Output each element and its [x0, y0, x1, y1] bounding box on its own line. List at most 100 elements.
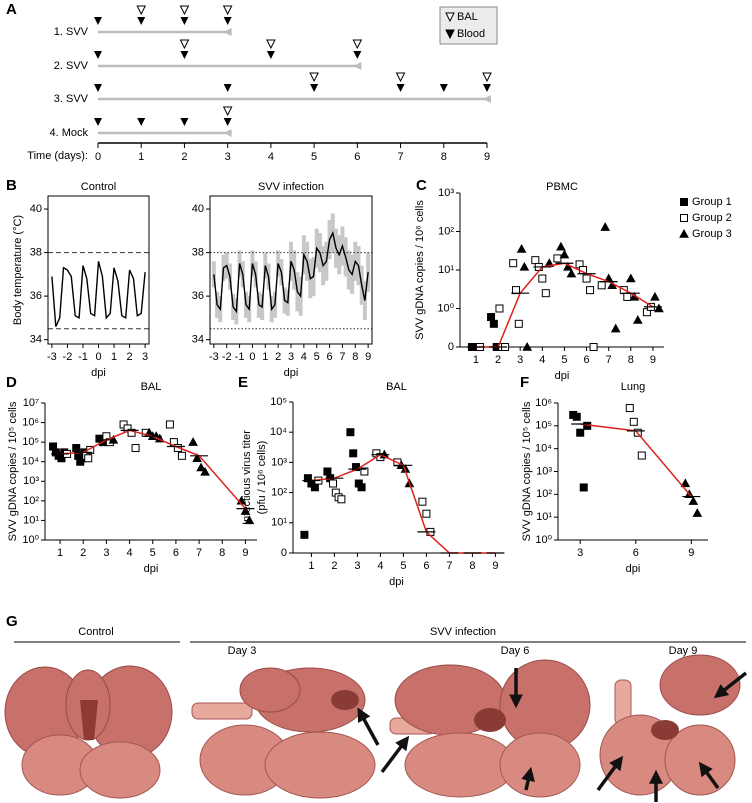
photo-label: Day 3 — [228, 645, 257, 657]
data-point — [300, 530, 309, 539]
data-point — [310, 483, 319, 492]
chart-title: BAL — [386, 381, 407, 393]
data-point — [360, 467, 369, 476]
y-tick-label: 10³ — [271, 456, 287, 468]
y-tick-label: 36 — [192, 290, 204, 302]
x-tick-label: -1 — [235, 351, 245, 363]
x-tick-label: 7 — [196, 547, 202, 559]
x-tick-label: 7 — [339, 351, 345, 363]
data-point — [586, 286, 595, 295]
data-point — [625, 273, 636, 283]
panel-label: B — [6, 177, 17, 194]
data-point — [572, 412, 581, 421]
blood-marker — [180, 17, 189, 25]
data-point — [692, 508, 703, 517]
blood-marker — [396, 84, 405, 92]
y-axis-label: SVV gDNA copies / 10⁶ cells — [414, 200, 426, 340]
temperature-line — [51, 261, 146, 327]
data-point — [514, 319, 523, 328]
bal-marker — [482, 72, 492, 83]
panel-label: F — [520, 374, 529, 391]
x-tick-label: -3 — [209, 351, 219, 363]
photo-heading: SVV infection — [430, 626, 496, 638]
row-label: 3. SVV — [54, 93, 89, 105]
data-point — [556, 241, 566, 251]
x-tick-label: 3 — [103, 547, 109, 559]
data-point — [637, 451, 646, 460]
x-tick-label: 0 — [95, 151, 101, 163]
data-point — [589, 343, 598, 351]
x-axis-label: dpi — [91, 367, 106, 379]
y-axis-label: (pfu / 10⁶ cells) — [256, 441, 268, 515]
x-tick-label: 1 — [473, 354, 479, 366]
data-point — [244, 515, 255, 525]
x-tick-label: 3 — [225, 151, 231, 163]
x-tick-label: 6 — [583, 354, 589, 366]
x-tick-label: 9 — [365, 351, 371, 363]
y-tick-label: 10⁰ — [437, 302, 454, 314]
data-point — [531, 256, 540, 265]
x-tick-label: 1 — [138, 151, 144, 163]
y-tick-label: 10⁴ — [270, 426, 287, 438]
x-tick-label: 3 — [354, 560, 360, 572]
y-axis-label: SVV gDNA copies / 10⁵ cells — [7, 401, 19, 541]
y-tick-label: 10³ — [438, 187, 454, 199]
bal-marker — [222, 5, 233, 16]
x-tick-label: 9 — [688, 547, 694, 559]
y-tick-label: 10³ — [536, 465, 552, 477]
data-point — [188, 437, 198, 446]
data-point — [357, 483, 366, 492]
data-point — [625, 404, 634, 413]
photo-label: Day 9 — [669, 645, 698, 657]
x-tick-label: 5 — [561, 354, 567, 366]
blood-marker — [353, 51, 362, 59]
panel-label: A — [6, 1, 17, 18]
blood-marker — [180, 51, 189, 59]
data-point — [349, 449, 358, 458]
y-tick-label: 10¹ — [271, 517, 287, 529]
legend-label: Group 2 — [692, 212, 732, 224]
y-tick-label: 10⁵ — [22, 436, 39, 448]
x-tick-label: 2 — [495, 354, 501, 366]
chart-title: Lung — [621, 381, 645, 393]
y-tick-label: 10⁷ — [23, 397, 39, 409]
y-tick-label: 36 — [30, 290, 42, 302]
blood-marker — [94, 84, 102, 92]
median-line — [60, 429, 246, 510]
x-tick-label: 9 — [242, 547, 248, 559]
row-label: 4. Mock — [49, 127, 88, 139]
end-marker — [483, 95, 491, 103]
end-marker — [223, 28, 232, 36]
x-tick-label: -2 — [222, 351, 232, 363]
x-tick-label: 0 — [95, 351, 101, 363]
y-tick-label: 40 — [192, 203, 204, 215]
x-tick-label: 8 — [469, 560, 475, 572]
end-marker — [353, 62, 362, 70]
chart-title: Control — [81, 181, 116, 193]
data-point — [579, 483, 588, 492]
bal-marker — [179, 39, 190, 50]
y-tick-label: 10¹ — [23, 514, 39, 526]
x-tick-label: 6 — [354, 151, 360, 163]
data-point — [688, 496, 699, 505]
y-axis-label: Body temperature (°C) — [12, 215, 24, 325]
x-tick-label: 9 — [484, 151, 490, 163]
y-tick-label: 38 — [192, 246, 204, 258]
y-tick-label: 10² — [536, 488, 552, 500]
y-tick-label: 10⁴ — [22, 456, 39, 468]
data-point — [541, 289, 550, 298]
x-tick-label: 4 — [127, 547, 133, 559]
x-axis-label: dpi — [144, 563, 159, 575]
x-tick-label: 1 — [111, 351, 117, 363]
x-axis-label: dpi — [389, 576, 404, 588]
data-point — [323, 467, 332, 476]
data-point — [559, 249, 570, 259]
x-tick-label: 2 — [331, 560, 337, 572]
bal-marker — [266, 39, 276, 50]
lung-photo — [4, 665, 173, 799]
panel-label: G — [6, 613, 18, 630]
bal-marker — [136, 5, 147, 16]
data-point — [495, 304, 504, 313]
end-marker — [223, 129, 232, 137]
bal-marker — [309, 72, 319, 83]
